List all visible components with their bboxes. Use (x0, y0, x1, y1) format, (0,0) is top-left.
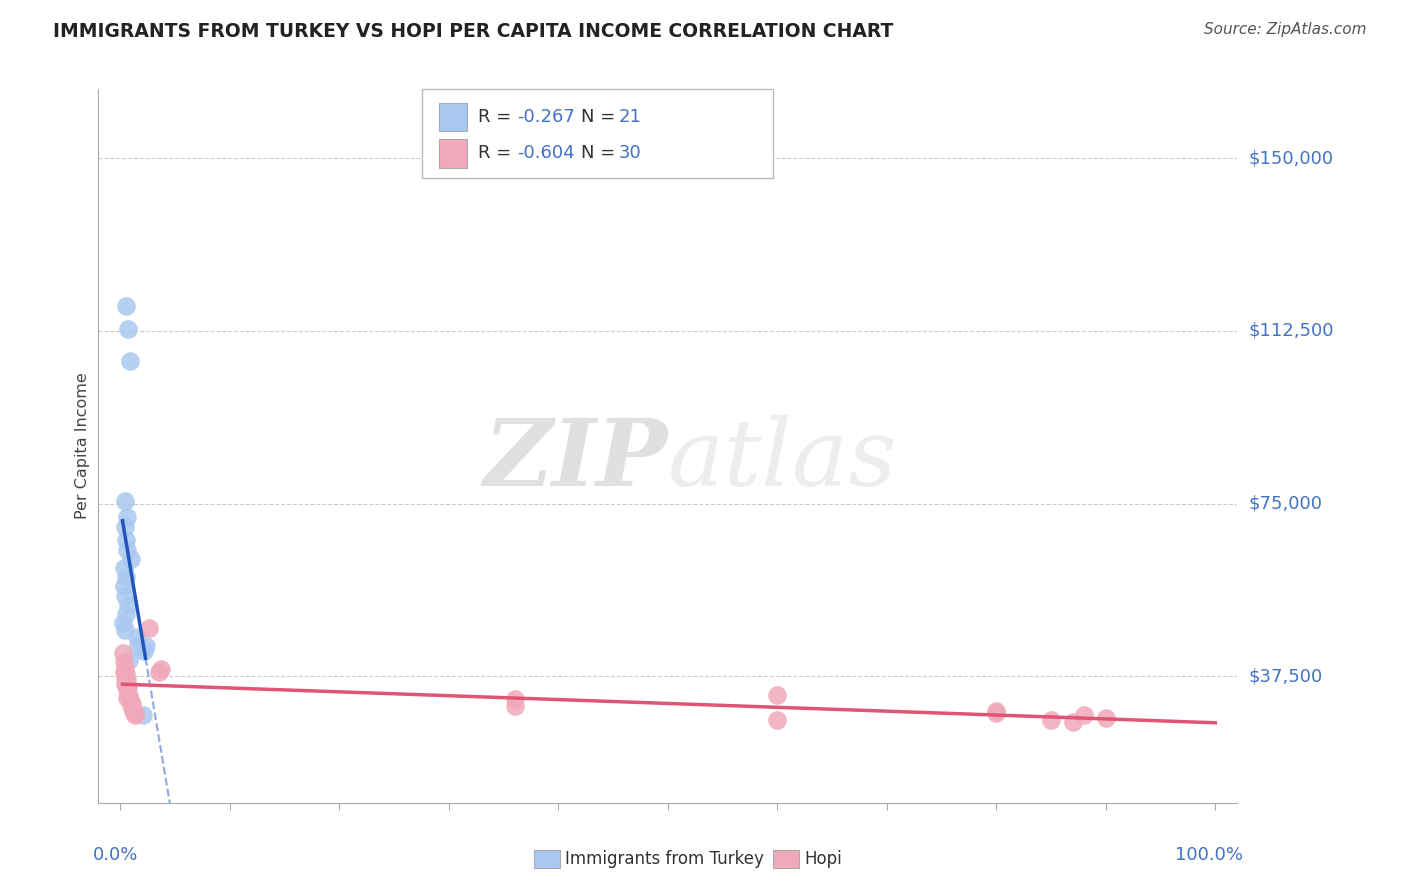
Point (114, 494, 136, 508)
Text: Immigrants from Turkey: Immigrants from Turkey (565, 850, 763, 868)
Point (115, 542, 138, 557)
Point (120, 551, 142, 566)
Point (114, 677, 136, 691)
Point (115, 673, 138, 687)
Point (114, 623, 136, 637)
Text: 100.0%: 100.0% (1175, 846, 1243, 863)
Point (120, 698, 142, 713)
Point (138, 621, 160, 635)
Point (127, 640, 149, 654)
Point (1073, 708, 1095, 723)
Text: $37,500: $37,500 (1249, 667, 1323, 685)
Point (132, 708, 155, 723)
Y-axis label: Per Capita Income: Per Capita Income (75, 373, 90, 519)
Point (766, 713, 789, 727)
Point (149, 662, 172, 676)
Point (114, 662, 136, 676)
Text: Hopi: Hopi (804, 850, 842, 868)
Point (118, 653, 141, 667)
Text: N =: N = (581, 108, 620, 126)
Point (148, 665, 170, 679)
Text: ZIP: ZIP (484, 416, 668, 505)
Point (1095, 711, 1118, 725)
Text: $150,000: $150,000 (1249, 149, 1333, 168)
Text: N =: N = (581, 145, 620, 162)
Point (118, 689, 141, 703)
Point (114, 589, 136, 603)
Point (114, 675, 136, 690)
Text: 21: 21 (619, 108, 641, 126)
Point (986, 704, 1008, 718)
Point (114, 671, 136, 685)
Text: -0.604: -0.604 (517, 145, 575, 162)
Point (503, 699, 526, 714)
Point (112, 665, 135, 679)
Point (986, 706, 1008, 720)
Point (1062, 715, 1084, 730)
Point (766, 688, 789, 702)
Text: IMMIGRANTS FROM TURKEY VS HOPI PER CAPITA INCOME CORRELATION CHART: IMMIGRANTS FROM TURKEY VS HOPI PER CAPIT… (53, 22, 894, 41)
Point (112, 561, 135, 575)
Point (503, 692, 526, 706)
Point (117, 680, 139, 694)
Text: Source: ZipAtlas.com: Source: ZipAtlas.com (1204, 22, 1367, 37)
Text: $75,000: $75,000 (1249, 494, 1323, 513)
Point (111, 616, 134, 631)
Point (1040, 713, 1063, 727)
Point (120, 354, 142, 368)
Point (124, 706, 146, 720)
Point (112, 656, 135, 670)
Point (114, 519, 136, 533)
Text: R =: R = (478, 108, 517, 126)
Point (121, 697, 143, 711)
Text: -0.267: -0.267 (517, 108, 575, 126)
Point (122, 704, 145, 718)
Point (111, 646, 134, 660)
Point (120, 694, 142, 708)
Point (134, 644, 156, 658)
Point (114, 570, 136, 584)
Point (112, 579, 135, 593)
Point (134, 640, 156, 654)
Point (117, 598, 139, 612)
Point (115, 510, 138, 524)
Point (117, 688, 139, 702)
Point (117, 321, 139, 335)
Point (114, 299, 136, 313)
Text: R =: R = (478, 145, 517, 162)
Text: atlas: atlas (668, 416, 897, 505)
Point (125, 630, 148, 644)
Text: $112,500: $112,500 (1249, 322, 1334, 340)
Text: 0.0%: 0.0% (93, 846, 138, 863)
Point (114, 533, 136, 548)
Point (114, 607, 136, 621)
Point (114, 666, 136, 681)
Point (124, 708, 146, 723)
Point (115, 682, 138, 697)
Point (115, 691, 138, 706)
Text: 30: 30 (619, 145, 641, 162)
